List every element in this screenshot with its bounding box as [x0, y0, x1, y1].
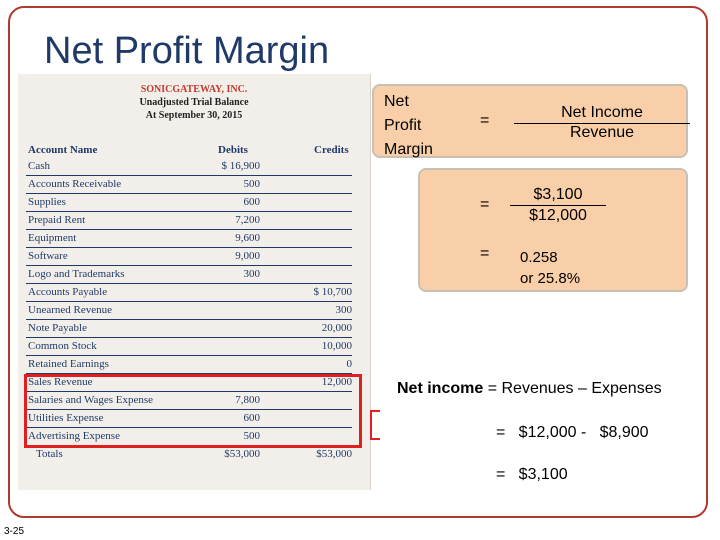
calc-numerator: $3,100: [510, 186, 606, 206]
table-row: Equipment 9,600: [26, 230, 352, 248]
debit-value: 7,800: [235, 394, 260, 406]
trial-balance: SONICGATEWAY, INC. Unadjusted Trial Bala…: [18, 74, 371, 490]
account-name: Advertising Expense: [28, 430, 120, 442]
account-name: Utilities Expense: [28, 412, 104, 424]
account-name: Accounts Receivable: [28, 178, 122, 190]
table-row: Salaries and Wages Expense 7,800: [26, 392, 352, 410]
highlight-bracket: [370, 410, 380, 440]
credit-value: 300: [335, 304, 353, 316]
credit-value: $ 10,700: [313, 286, 353, 298]
tb-header-account: Account Name: [28, 144, 98, 156]
credit-value: 0: [346, 358, 353, 370]
tb-header-credits: Credits: [314, 144, 349, 156]
totals-label: Totals: [36, 448, 63, 460]
table-row: Cash $ 16,900: [26, 158, 352, 176]
totals-credit: $53,000: [316, 448, 352, 460]
slide-number: 3-25: [4, 526, 25, 537]
calculation-box: [418, 168, 688, 292]
expense-revenue-highlight: [24, 374, 362, 448]
account-name: Common Stock: [28, 340, 97, 352]
tb-company: SONICGATEWAY, INC.: [140, 84, 248, 95]
result-percent: or 25.8%: [520, 270, 581, 287]
table-row: Logo and Trademarks 300: [26, 266, 352, 284]
debit-value: $ 16,900: [221, 160, 261, 172]
equals-sign: =: [480, 196, 490, 213]
equals-sign: =: [480, 112, 490, 129]
totals-debit: $53,000: [224, 448, 260, 460]
account-name: Note Payable: [28, 322, 87, 334]
account-name: Software: [28, 250, 68, 262]
debit-value: 7,200: [235, 214, 260, 226]
totals-row: Totals $53,000 $53,000: [26, 446, 352, 463]
net-income-result: = $3,100: [496, 466, 568, 483]
equals-sign: =: [480, 245, 490, 262]
account-name: Salaries and Wages Expense: [28, 394, 154, 406]
slide-frame: [8, 6, 708, 518]
table-row: Note Payable 20,000: [26, 320, 352, 338]
account-name: Unearned Revenue: [28, 304, 112, 316]
formula-box: [372, 84, 688, 158]
account-name: Retained Earnings: [28, 358, 109, 370]
account-name: Accounts Payable: [28, 286, 108, 298]
account-name: Cash: [28, 160, 50, 172]
table-row: Sales Revenue 12,000: [26, 374, 352, 392]
slide-title: Net Profit Margin: [44, 30, 330, 72]
tb-header-debits: Debits: [218, 144, 248, 156]
debit-value: 600: [243, 196, 261, 208]
net-income-definition: Net income = Revenues – Expenses: [397, 380, 662, 397]
formula-denominator: Revenue: [569, 124, 635, 141]
debit-value: 500: [243, 178, 261, 190]
debit-value: 600: [243, 412, 261, 424]
credit-value: 12,000: [321, 376, 352, 388]
debit-value: 9,600: [235, 232, 260, 244]
formula-label: Net Profit Margin: [384, 93, 433, 158]
table-row: Common Stock 10,000: [26, 338, 352, 356]
table-row: Accounts Receivable 500: [26, 176, 352, 194]
debit-value: 9,000: [235, 250, 260, 262]
table-row: Retained Earnings 0: [26, 356, 352, 374]
debit-value: 500: [243, 430, 261, 442]
table-row: Software 9,000: [26, 248, 352, 266]
result-decimal: 0.258: [520, 249, 558, 266]
calc-denominator: $12,000: [529, 207, 587, 224]
debit-value: 300: [243, 268, 261, 280]
table-row: Unearned Revenue 300: [26, 302, 352, 320]
account-name: Logo and Trademarks: [28, 268, 125, 280]
table-row: Accounts Payable $ 10,700: [26, 284, 352, 302]
tb-date: At September 30, 2015: [145, 110, 243, 121]
account-name: Sales Revenue: [28, 376, 93, 388]
table-row: Prepaid Rent 7,200: [26, 212, 352, 230]
table-row: Supplies 600: [26, 194, 352, 212]
account-name: Supplies: [28, 196, 66, 208]
net-income-calc: = $12,000 - $8,900: [496, 424, 649, 441]
credit-value: 10,000: [321, 340, 352, 352]
formula-numerator: Net Income: [514, 104, 690, 124]
account-name: Prepaid Rent: [28, 214, 86, 226]
table-row: Utilities Expense 600: [26, 410, 352, 428]
credit-value: 20,000: [321, 322, 352, 334]
tb-subtitle: Unadjusted Trial Balance: [139, 97, 249, 108]
account-name: Equipment: [28, 232, 77, 244]
